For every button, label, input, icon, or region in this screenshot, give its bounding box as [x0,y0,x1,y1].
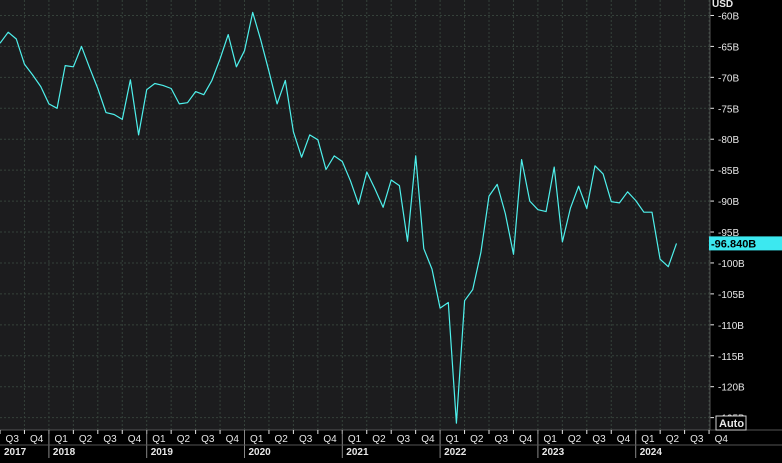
x-quarter-label: Q4 [421,434,435,445]
series-line [0,11,678,424]
x-quarter-label: Q2 [470,434,484,445]
x-quarter-label: Q2 [666,434,680,445]
x-quarter-label: Q4 [128,434,142,445]
year-label: 2020 [249,447,272,458]
y-tick-label: -60B [718,11,739,22]
y-tick-label: -80B [718,135,739,146]
x-quarter-label: Q4 [715,434,729,445]
unit-label: USD [712,0,733,10]
year-label: 2021 [346,447,369,458]
x-quarter-label: Q3 [495,434,509,445]
y-tick-label: -85B [718,166,739,177]
x-quarter-label: Q3 [592,434,606,445]
last-value-marker: -96.840B [709,236,782,251]
x-quarter-label: Q2 [568,434,582,445]
year-label: 2019 [151,447,174,458]
x-quarter-label: Q4 [617,434,631,445]
x-quarter-label: Q1 [543,434,557,445]
x-quarter-label: Q2 [177,434,191,445]
x-quarter-label: Q3 [6,434,20,445]
x-quarter-label: Q4 [226,434,240,445]
x-quarter-label: Q1 [54,434,68,445]
x-quarter-label: Q2 [372,434,386,445]
y-tick-label: -65B [718,42,739,53]
y-tick-label: -95B [718,228,739,239]
auto-button[interactable]: Auto [719,418,744,430]
year-label: 2022 [444,447,467,458]
x-quarter-label: Q1 [641,434,655,445]
plot-area [0,0,710,430]
y-axis: -60B -65B -70B -75B -80B -85B -90B -95B -100B -10… [709,0,745,430]
x-quarter-label: Q4 [519,434,533,445]
y-tick-label: -70B [718,73,739,84]
year-label: 2024 [640,447,663,458]
y-tick-label: -75B [718,104,739,115]
x-quarter-label: Q3 [690,434,704,445]
year-label: 2023 [542,447,565,458]
x-quarter-label: Q3 [299,434,313,445]
y-tick-label: -110B [718,321,744,332]
x-quarter-label: Q1 [348,434,362,445]
series-group [0,11,678,424]
x-quarter-label: Q1 [152,434,166,445]
year-label: 2018 [53,447,76,458]
x-quarter-label: Q3 [397,434,411,445]
x-quarter-label: Q1 [446,434,460,445]
y-tick-label: -120B [718,383,745,394]
x-quarter-label: Q4 [323,434,337,445]
x-quarter-label: Q3 [103,434,117,445]
y-tick-label: -100B [718,259,745,270]
auto-button-frame[interactable] [715,415,747,431]
x-quarter-label: Q2 [275,434,289,445]
y-tick-label: -90B [718,197,739,208]
year-label: 2017 [4,447,27,458]
y-tick-label: -115B [718,352,744,363]
x-quarter-label: Q3 [201,434,215,445]
y-tick-label: -105B [718,290,745,301]
x-quarter-label: Q4 [30,434,44,445]
x-quarter-label: Q1 [250,434,264,445]
x-axis: Q3 Q4 Q1 Q2 Q3 Q4 Q1 Q2 Q3 Q4 Q1 Q2 Q3 Q4 Q1 Q2 Q3 Q4 Q1 Q2… [0,429,782,458]
last-value-label: -96.840B [711,238,756,250]
last-value-background [709,236,782,251]
x-quarter-label: Q2 [79,434,93,445]
